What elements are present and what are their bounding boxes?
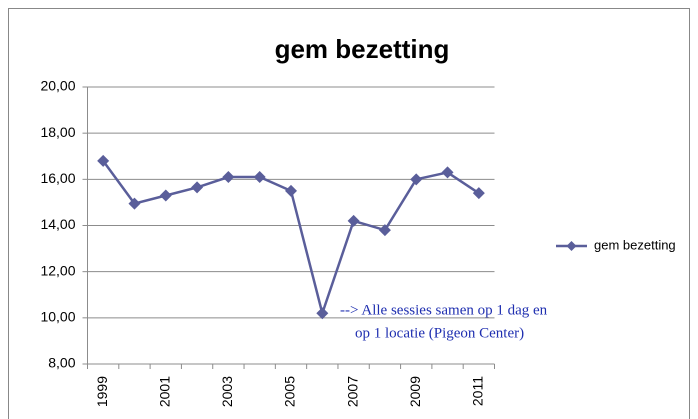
y-tick-label: 8,00 (48, 355, 75, 371)
data-point (191, 181, 204, 194)
data-point (472, 187, 485, 200)
data-point (410, 173, 423, 186)
data-point (97, 154, 110, 167)
x-tick-label: 2005 (282, 376, 298, 407)
data-point (441, 166, 454, 179)
data-point (347, 214, 360, 227)
legend-marker (566, 241, 577, 251)
x-tick-label: 2011 (470, 376, 486, 406)
y-tick-label: 10,00 (40, 309, 75, 325)
data-point (378, 224, 391, 237)
data-point (285, 184, 297, 197)
data-point (128, 197, 141, 210)
legend-label: gem bezetting (594, 237, 676, 252)
data-point (159, 189, 172, 202)
y-tick-label: 20,00 (40, 78, 75, 94)
x-tick-label: 1999 (94, 376, 110, 407)
data-point (222, 171, 235, 184)
annotation: --> Alle sessies samen op 1 dag en (340, 302, 548, 318)
y-tick-label: 16,00 (40, 170, 75, 186)
data-point (316, 307, 329, 320)
x-tick-label: 2003 (219, 376, 235, 407)
x-tick-label: 2001 (156, 376, 172, 407)
y-tick-label: 12,00 (40, 262, 75, 278)
data-point (253, 171, 266, 184)
x-tick-label: 2007 (344, 376, 360, 407)
chart-title: gem bezetting (275, 34, 450, 64)
y-tick-label: 18,00 (40, 124, 75, 140)
x-tick-label: 2009 (407, 376, 423, 407)
chart-border (8, 8, 690, 419)
annotation: op 1 locatie (Pigeon Center) (355, 325, 524, 341)
y-tick-label: 14,00 (40, 216, 75, 232)
